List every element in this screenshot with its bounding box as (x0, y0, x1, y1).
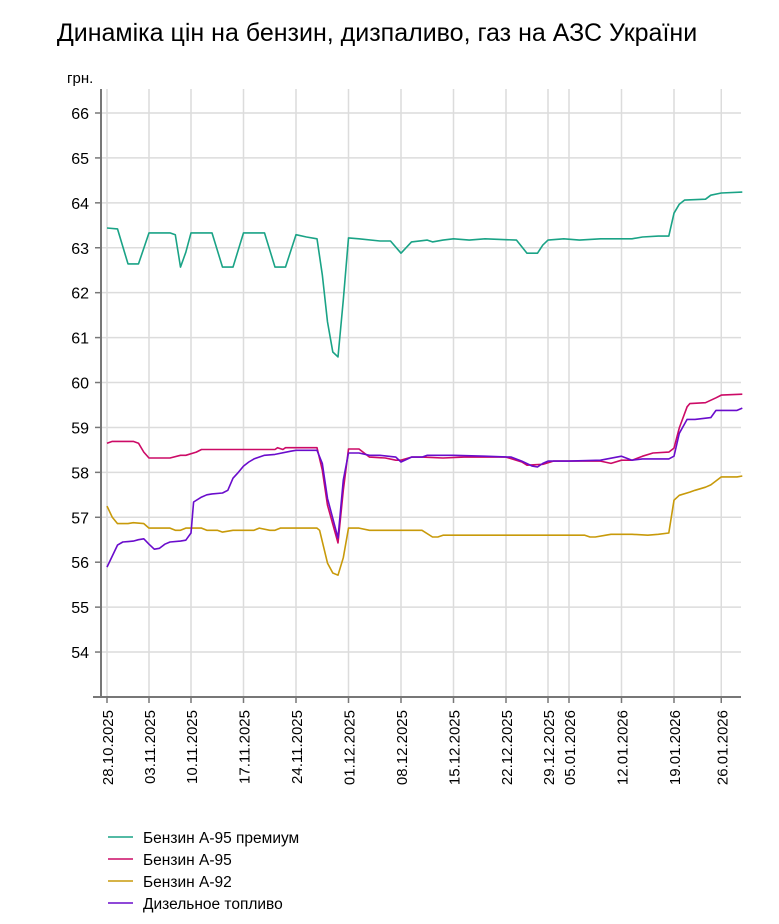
y-tick-label: 57 (71, 510, 89, 527)
grid (101, 89, 741, 697)
series-lines (106, 191, 743, 576)
x-tick-label: 15.12.2025 (447, 710, 464, 785)
y-tick-label: 63 (71, 241, 89, 258)
y-tick-label: 64 (71, 196, 89, 213)
y-tick-label: 66 (71, 106, 89, 123)
legend-label: Бензин А-95 (143, 852, 232, 869)
y-tick-label: 65 (71, 151, 89, 168)
x-tick-label: 28.10.2025 (100, 710, 117, 785)
x-tick-label: 10.11.2025 (184, 710, 201, 784)
legend-label: Дизельное топливо (143, 896, 283, 913)
axes (93, 89, 741, 698)
y-tick-label: 59 (71, 420, 89, 437)
y-ticks: 54 55 56 57 58 59 60 61 62 63 64 65 66 (71, 106, 101, 662)
legend-label: Бензин А-95 премиум (143, 830, 299, 847)
y-axis-label: грн. (67, 70, 93, 87)
x-tick-label: 19.01.2026 (667, 710, 684, 785)
series-line-2 (106, 475, 743, 576)
series-line-0 (106, 191, 743, 358)
y-tick-label: 56 (71, 555, 89, 572)
x-tick-label: 03.11.2025 (142, 710, 159, 784)
chart-title: Динаміка цін на бензин, дизпаливо, газ н… (57, 19, 697, 47)
legend-label: Бензин А-92 (143, 874, 232, 891)
y-tick-label: 60 (71, 376, 89, 393)
x-tick-label: 08.12.2025 (394, 710, 411, 785)
legend: Бензин А-95 премиум Бензин А-95 Бензин А-9… (108, 830, 299, 913)
y-tick-label: 62 (71, 286, 89, 303)
x-tick-label: 26.01.2026 (714, 710, 731, 785)
x-tick-label: 29.12.2025 (541, 710, 558, 785)
x-tick-label: 22.12.2025 (499, 710, 516, 785)
x-tick-label: 01.12.2025 (342, 710, 359, 785)
y-tick-label: 61 (71, 331, 89, 348)
x-tick-label: 24.11.2025 (289, 710, 306, 784)
x-tick-label: 17.11.2025 (237, 710, 254, 784)
y-tick-label: 55 (71, 600, 89, 617)
y-tick-label: 54 (71, 645, 89, 662)
x-ticks: 28.10.2025 03.11.2025 10.11.2025 17.11.2025… (100, 697, 731, 785)
series-line-3 (106, 407, 743, 568)
y-tick-label: 58 (71, 465, 89, 482)
series-line-1 (106, 393, 743, 544)
x-tick-label: 12.01.2026 (615, 710, 632, 785)
x-tick-label: 05.01.2026 (562, 710, 579, 785)
